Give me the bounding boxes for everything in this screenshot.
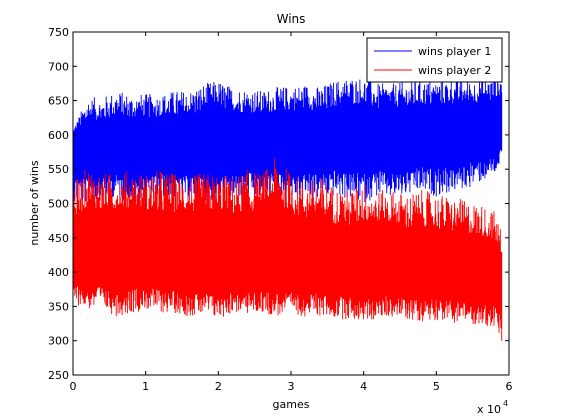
x-tick-label: 5 (433, 380, 440, 393)
y-tick-label: 350 (48, 300, 69, 313)
y-tick-label: 450 (48, 232, 69, 245)
y-ticks: 250 300 350 400 450 500 550 600 650 700 750 (48, 26, 509, 382)
chart-title: Wins (277, 12, 306, 26)
x-axis-label: games (273, 398, 310, 411)
y-axis-label: number of wins (28, 160, 41, 246)
legend-label-player-2: wins player 2 (418, 64, 491, 77)
x-tick-label: 6 (506, 380, 513, 393)
x-tick-label: 4 (360, 380, 367, 393)
plot-series (72, 76, 503, 341)
x-ticks: 0 1 2 3 4 5 6 (70, 32, 513, 393)
x-tick-label: 3 (288, 380, 295, 393)
y-tick-label: 550 (48, 163, 69, 176)
x-tick-label: 0 (70, 380, 77, 393)
x-exponent-power: 4 (503, 399, 508, 408)
y-tick-label: 300 (48, 335, 69, 348)
y-tick-label: 700 (48, 60, 69, 73)
y-tick-label: 750 (48, 26, 69, 39)
x-tick-label: 1 (142, 380, 149, 393)
y-tick-label: 250 (48, 369, 69, 382)
legend: wins player 1 wins player 2 (366, 37, 503, 83)
y-tick-label: 500 (48, 198, 69, 211)
series-line-player-1 (72, 76, 503, 207)
x-exponent-base: x 10 (477, 403, 501, 416)
legend-label-player-1: wins player 1 (418, 45, 491, 58)
x-tick-label: 2 (215, 380, 222, 393)
y-tick-label: 400 (48, 266, 69, 279)
y-tick-label: 600 (48, 129, 69, 142)
x-exponent: x 10 4 (477, 399, 508, 416)
legend-box (366, 37, 503, 83)
y-tick-label: 650 (48, 95, 69, 108)
